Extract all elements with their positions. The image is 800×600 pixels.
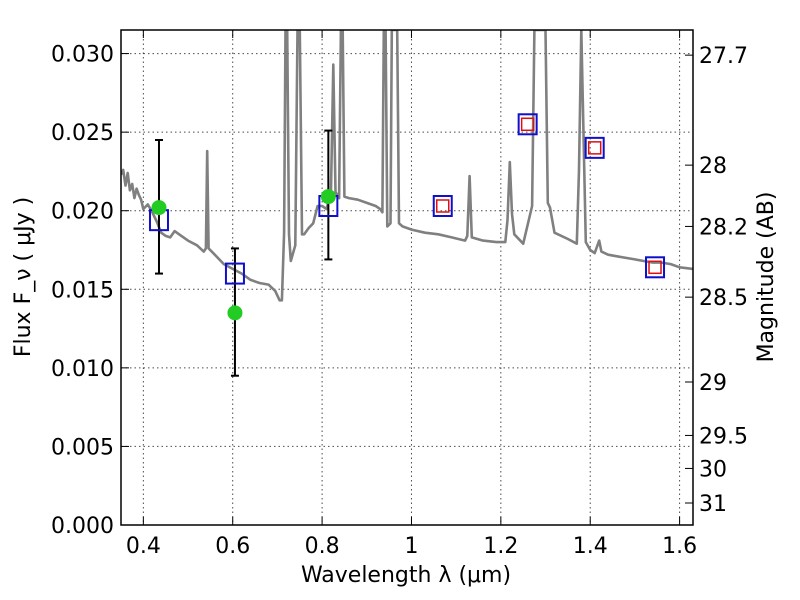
x-tick-label: 0.6: [215, 534, 250, 559]
right-tick-label: 31: [699, 492, 727, 517]
right-tick-label: 27.7: [699, 44, 748, 69]
observed-photometry-marker: [320, 189, 336, 205]
x-tick-label: 0.8: [305, 534, 340, 559]
y-axis-title: Flux F_ν ( μJy ): [11, 197, 36, 357]
x-tick-label: 1.6: [662, 534, 697, 559]
y-axis-left: 0.000 0.005 0.010 0.015 0.020 0.025 0.030: [51, 43, 129, 539]
observed-photometry-marker: [151, 200, 167, 216]
model-band-flux-marker: [520, 117, 535, 132]
right-tick-label: 28.2: [699, 215, 748, 240]
synthetic-photometry-marker: [432, 195, 453, 217]
right-tick-label: 29: [699, 371, 727, 396]
y-tick-label: 0.025: [51, 121, 114, 146]
x-axis-title: Wavelength λ (μm): [301, 563, 511, 588]
right-tick-label: 28: [699, 154, 727, 179]
synthetic-photometry-marker: [517, 113, 538, 136]
y-tick-label: 0.005: [51, 435, 114, 460]
x-tick-label: 1: [404, 534, 418, 559]
right-tick-label: 28.5: [699, 286, 748, 311]
model-band-flux-marker: [436, 199, 450, 213]
y-tick-label: 0.020: [51, 200, 114, 225]
model-band-flux-marker: [648, 260, 662, 275]
model-spectrum-line: [121, 30, 693, 302]
y-axis-right: 27.7 28 28.2 28.5 29 29.5 30 31: [685, 44, 748, 517]
x-tick-label: 1.4: [573, 534, 608, 559]
grid-lines: [121, 30, 693, 525]
right-tick-label: 29.5: [699, 424, 748, 449]
x-tick-label: 0.4: [126, 534, 161, 559]
y-tick-label: 0.010: [51, 357, 114, 382]
model-band-flux-marker: [587, 141, 602, 155]
markers: [148, 113, 666, 321]
synthetic-photometry-marker: [584, 136, 605, 159]
x-tick-label: 1.2: [483, 534, 518, 559]
y-tick-label: 0.030: [51, 43, 114, 68]
y-tick-label: 0.015: [51, 278, 114, 303]
y-tick-label: 0.000: [51, 514, 114, 539]
synthetic-photometry-marker: [224, 262, 245, 285]
error-bars: [154, 129, 333, 377]
plot-frame: [120, 29, 694, 526]
synthetic-photometry-marker: [645, 256, 666, 279]
spectrum-layer: [121, 30, 693, 302]
y-axis-right-title: Magnitude (AB): [754, 192, 779, 363]
right-tick-label: 30: [699, 457, 727, 482]
observed-photometry-marker: [227, 305, 243, 321]
x-axis: 0.4 0.6 0.8 1 1.2 1.4 1.6: [126, 30, 697, 559]
